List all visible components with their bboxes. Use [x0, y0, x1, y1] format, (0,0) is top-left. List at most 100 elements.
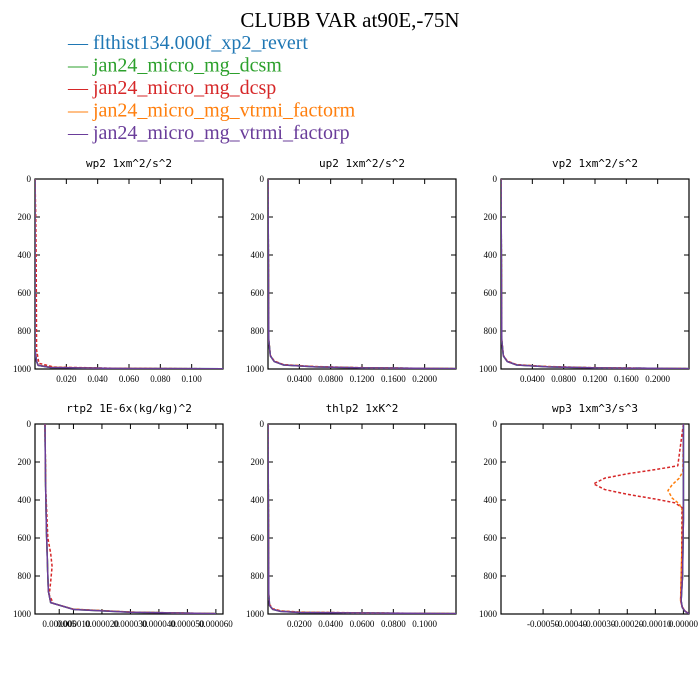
y-tick-label: 400 [251, 250, 265, 260]
series-line [268, 424, 456, 614]
legend-marker: — [67, 122, 89, 144]
x-tick-label: 0.2000 [645, 374, 670, 384]
y-tick-label: 0 [493, 174, 498, 184]
series-line [268, 179, 456, 369]
x-tick-label: 0.1600 [381, 374, 406, 384]
series-line [268, 424, 456, 614]
legend-marker: — [67, 77, 89, 99]
y-tick-label: 600 [18, 533, 32, 543]
legend-entry: — jan24_micro_mg_vtrmi_factorm [67, 100, 356, 122]
x-tick-label: 0.2000 [412, 374, 437, 384]
y-tick-label: 600 [484, 288, 498, 298]
legend-marker: — [67, 32, 89, 54]
series-line [44, 424, 216, 614]
x-tick-label: 0.1200 [350, 374, 375, 384]
x-tick-label: 0.000050 [171, 619, 205, 629]
x-tick-label: 0.040 [88, 374, 109, 384]
y-tick-label: 600 [18, 288, 32, 298]
x-tick-label: 0.0800 [551, 374, 576, 384]
x-tick-label: 0.000030 [114, 619, 148, 629]
legend-entry: — flthist134.000f_xp2_revert [67, 32, 308, 54]
y-tick-label: 1000 [479, 609, 498, 619]
y-tick-label: 400 [18, 250, 32, 260]
x-tick-label: 0.000060 [199, 619, 233, 629]
legend-entry: — jan24_micro_mg_dcsm [67, 55, 282, 77]
panels: wp2 1xm^2/s^2 0 200 400 600 800 1000 0.020 0.040… [13, 157, 699, 629]
x-tick-label: 0.0400 [520, 374, 545, 384]
x-tick-label: -0.00020 [611, 619, 644, 629]
legend-entry: — jan24_micro_mg_dcsp [67, 77, 276, 99]
x-tick-label: 0.000010 [57, 619, 91, 629]
x-tick-label: 0.0400 [287, 374, 312, 384]
x-tick-label: 0.080 [150, 374, 171, 384]
x-tick-label: 0.1000 [412, 619, 437, 629]
y-tick-label: 200 [484, 212, 498, 222]
y-tick-label: 200 [251, 457, 265, 467]
series-line [501, 179, 689, 369]
y-tick-label: 800 [484, 571, 498, 581]
x-tick-label: 0.1200 [583, 374, 608, 384]
figure-title: CLUBB VAR at90E,-75N [240, 8, 459, 32]
plot-frame [500, 178, 690, 370]
y-tick-label: 600 [484, 533, 498, 543]
plot-frame [267, 423, 457, 615]
series-line [44, 424, 216, 614]
series-line [501, 179, 689, 369]
plot-frame [267, 178, 457, 370]
series-line [501, 179, 689, 369]
legend-label: flthist134.000f_xp2_revert [88, 32, 308, 54]
panel-title: vp2 1xm^2/s^2 [552, 157, 638, 170]
y-tick-label: 0 [493, 419, 498, 429]
x-tick-label: -0.00040 [555, 619, 588, 629]
y-tick-label: 200 [251, 212, 265, 222]
y-tick-label: 0 [260, 174, 265, 184]
y-tick-label: 0 [27, 174, 32, 184]
series-line [35, 179, 223, 369]
y-tick-label: 1000 [13, 364, 32, 374]
legend-label: jan24_micro_mg_vtrmi_factorp [88, 122, 350, 144]
x-tick-label: 0.000005 [42, 619, 76, 629]
y-tick-label: 400 [18, 495, 32, 505]
series-line [680, 424, 689, 614]
y-tick-label: 800 [251, 571, 265, 581]
series-line [35, 179, 223, 369]
x-tick-label: 0.020 [56, 374, 77, 384]
panel: up2 1xm^2/s^2 0 200 400 600 800 1000 0.0400 0.08… [246, 157, 457, 384]
y-tick-label: 200 [18, 212, 32, 222]
panel-title: wp3 1xm^3/s^3 [552, 402, 638, 415]
y-tick-label: 400 [251, 495, 265, 505]
legend-label: jan24_micro_mg_dcsp [88, 77, 276, 99]
x-tick-label: 0.0400 [318, 619, 343, 629]
y-tick-label: 1000 [479, 364, 498, 374]
plot-frame [500, 423, 690, 615]
series-line [592, 424, 689, 614]
x-tick-label: 0.0800 [318, 374, 343, 384]
series-line [35, 179, 223, 369]
x-tick-label: 0.0200 [287, 619, 312, 629]
x-tick-label: -0.00050 [527, 619, 560, 629]
x-tick-label: 0.1600 [614, 374, 639, 384]
series-line [268, 424, 456, 614]
y-tick-label: 800 [18, 571, 32, 581]
series-line [667, 424, 689, 614]
x-tick-label: 0.000020 [85, 619, 119, 629]
x-tick-label: 0.00000 [669, 619, 699, 629]
x-tick-label: 0.100 [182, 374, 203, 384]
series-line [501, 179, 689, 369]
series-line [268, 179, 456, 369]
series-line [501, 179, 689, 369]
y-tick-label: 400 [484, 495, 498, 505]
y-tick-label: 600 [251, 288, 265, 298]
panel: thlp2 1xK^2 0 200 400 600 800 1000 0.0200 0.0400… [246, 402, 457, 629]
series-group [592, 424, 689, 614]
series-line [44, 424, 216, 614]
x-tick-label: 0.000040 [142, 619, 176, 629]
series-line [268, 424, 456, 614]
y-tick-label: 1000 [13, 609, 32, 619]
series-line [268, 179, 456, 369]
series-line [44, 424, 216, 614]
legend-entry: — jan24_micro_mg_vtrmi_factorp [67, 122, 350, 144]
panel-title: up2 1xm^2/s^2 [319, 157, 405, 170]
series-line [44, 424, 216, 614]
